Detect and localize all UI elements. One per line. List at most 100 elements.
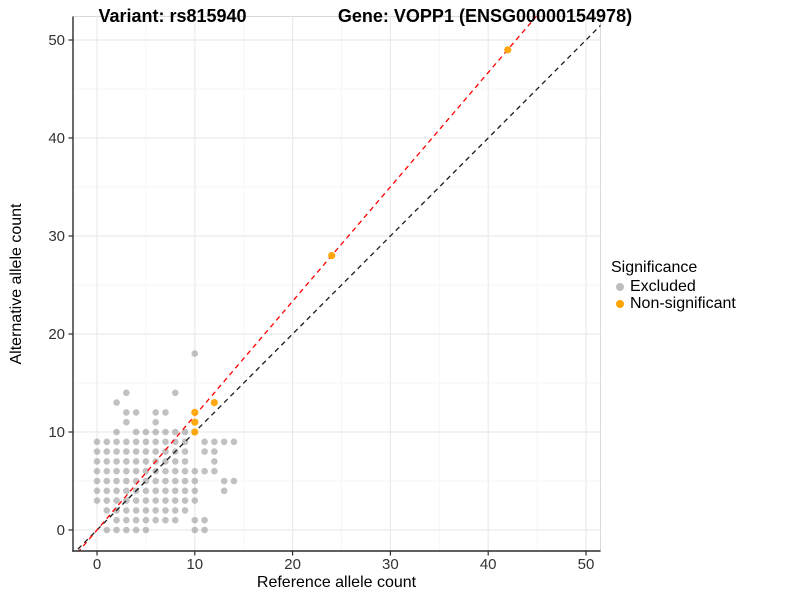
legend-item-label: Excluded	[630, 277, 696, 295]
data-point-excluded	[201, 516, 208, 524]
data-point-nonsignificant	[191, 428, 199, 436]
data-point-excluded	[162, 467, 169, 475]
data-point-excluded	[142, 448, 150, 455]
y-tick-label: 0	[57, 522, 65, 539]
data-point-excluded	[132, 507, 140, 514]
data-point-excluded	[93, 467, 101, 475]
data-point-excluded	[113, 458, 120, 465]
data-point-excluded	[123, 438, 130, 446]
data-point-excluded	[142, 507, 150, 514]
data-point-excluded	[162, 507, 169, 514]
data-point-excluded	[181, 497, 189, 504]
data-point-excluded	[132, 448, 140, 455]
x-tick-label: 50	[578, 556, 595, 573]
data-point-excluded	[211, 438, 218, 446]
data-point-nonsignificant	[191, 408, 199, 416]
data-point-excluded	[103, 526, 111, 534]
data-point-excluded	[220, 438, 228, 446]
data-point-excluded	[152, 448, 159, 455]
data-point-excluded	[201, 448, 208, 455]
data-point-excluded	[123, 418, 130, 426]
data-point-excluded	[191, 487, 199, 495]
data-point-excluded	[142, 516, 150, 524]
data-point-excluded	[152, 418, 159, 426]
data-point-excluded	[132, 409, 140, 416]
data-point-excluded	[113, 516, 120, 524]
expected-ratio-line	[78, 16, 537, 551]
legend-items: Excluded Non-significant	[611, 278, 797, 312]
data-point-excluded	[123, 467, 130, 475]
y-tick-label: 30	[48, 228, 65, 245]
data-point-excluded	[123, 409, 130, 416]
data-point-nonsignificant	[210, 399, 218, 407]
data-point-excluded	[162, 497, 169, 504]
y-tick-label: 20	[48, 326, 65, 343]
legend-point-icon	[616, 299, 624, 308]
data-point-excluded	[152, 516, 159, 524]
data-point-excluded	[93, 438, 101, 446]
y-tick-label: 40	[48, 130, 65, 147]
data-point-excluded	[162, 409, 169, 416]
data-point-excluded	[123, 448, 130, 455]
data-point-excluded	[191, 477, 199, 485]
data-point-excluded	[181, 477, 189, 485]
data-point-excluded	[230, 438, 238, 446]
data-point-excluded	[211, 448, 218, 455]
data-point-excluded	[191, 516, 199, 524]
gene-title: Gene: VOPP1 (ENSG00000154978)	[337, 6, 633, 26]
data-point-excluded	[123, 507, 130, 514]
x-tick-label: 10	[186, 556, 203, 573]
data-point-excluded	[181, 467, 189, 475]
data-point-excluded	[162, 477, 169, 485]
data-point-excluded	[142, 458, 150, 465]
data-point-excluded	[152, 428, 159, 436]
data-point-excluded	[103, 467, 111, 475]
data-point-excluded	[152, 438, 159, 446]
data-point-excluded	[113, 487, 120, 495]
data-point-excluded	[181, 507, 189, 514]
data-point-excluded	[142, 526, 150, 534]
data-point-excluded	[152, 507, 159, 514]
data-point-excluded	[162, 516, 169, 524]
legend: Significance Excluded Non-significant	[611, 257, 797, 312]
data-point-nonsignificant	[504, 46, 512, 54]
data-point-excluded	[171, 487, 179, 495]
data-point-excluded	[103, 507, 111, 514]
data-point-excluded	[191, 497, 199, 504]
data-point-excluded	[113, 438, 120, 446]
data-point-excluded	[142, 428, 150, 436]
legend-title: Significance	[611, 259, 698, 276]
legend-item-label: Non-significant	[630, 294, 736, 312]
data-point-excluded	[103, 487, 111, 495]
x-tick-label: 30	[382, 556, 399, 573]
data-point-excluded	[171, 516, 179, 524]
data-point-excluded	[132, 438, 140, 446]
data-point-excluded	[181, 448, 189, 455]
data-point-excluded	[152, 477, 159, 485]
data-point-excluded	[171, 477, 179, 485]
x-tick-label: 20	[284, 556, 301, 573]
data-point-excluded	[162, 428, 169, 436]
data-point-excluded	[171, 389, 179, 397]
panel-background	[72, 16, 601, 552]
x-tick-label: 40	[480, 556, 497, 573]
y-tick-label: 50	[48, 32, 65, 49]
data-point-excluded	[201, 467, 208, 475]
data-point-excluded	[93, 458, 101, 465]
data-point-excluded	[103, 458, 111, 465]
data-point-excluded	[181, 458, 189, 465]
data-point-excluded	[103, 477, 111, 485]
data-point-nonsignificant	[328, 252, 336, 260]
data-point-excluded	[230, 477, 238, 485]
data-point-excluded	[113, 428, 120, 436]
data-point-excluded	[123, 458, 130, 465]
data-point-excluded	[93, 448, 101, 455]
data-point-excluded	[123, 526, 130, 534]
data-point-excluded	[181, 428, 189, 436]
data-point-excluded	[103, 497, 111, 504]
data-point-excluded	[191, 526, 199, 534]
data-point-excluded	[211, 458, 218, 465]
data-point-excluded	[152, 487, 159, 495]
data-point-excluded	[162, 448, 169, 455]
